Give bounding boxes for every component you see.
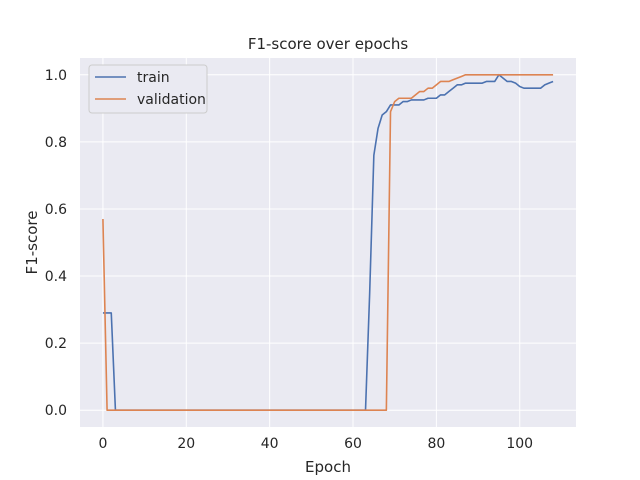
y-tick-label: 0.8: [45, 135, 67, 151]
x-tick-label: 20: [177, 436, 195, 452]
series-lines: [102, 73, 554, 412]
legend-label-validation: validation: [137, 92, 206, 108]
y-tick-label: 0.6: [45, 202, 67, 218]
legend-label-train: train: [137, 70, 170, 86]
y-axis-title: F1-score: [23, 211, 41, 275]
x-tick-label: 0: [98, 436, 107, 452]
y-tick-label: 0.4: [45, 269, 67, 285]
y-tick-label: 0.0: [45, 403, 67, 419]
chart-title: F1-score over epochs: [248, 35, 409, 53]
y-tick-label: 0.2: [45, 336, 67, 352]
x-tick-label: 100: [506, 436, 533, 452]
legend: train validation: [88, 64, 208, 114]
x-tick-labels: 0 20 40 60 80 100: [98, 436, 533, 452]
x-axis-title: Epoch: [305, 458, 351, 476]
series-line-validation: [102, 73, 554, 412]
grid: [80, 58, 576, 427]
x-tick-label: 80: [427, 436, 445, 452]
y-tick-labels: 0.0 0.2 0.4 0.6 0.8 1.0: [45, 68, 67, 419]
x-tick-label: 60: [344, 436, 362, 452]
plot-background: [80, 58, 576, 427]
y-tick-label: 1.0: [45, 68, 67, 84]
x-tick-label: 40: [261, 436, 279, 452]
